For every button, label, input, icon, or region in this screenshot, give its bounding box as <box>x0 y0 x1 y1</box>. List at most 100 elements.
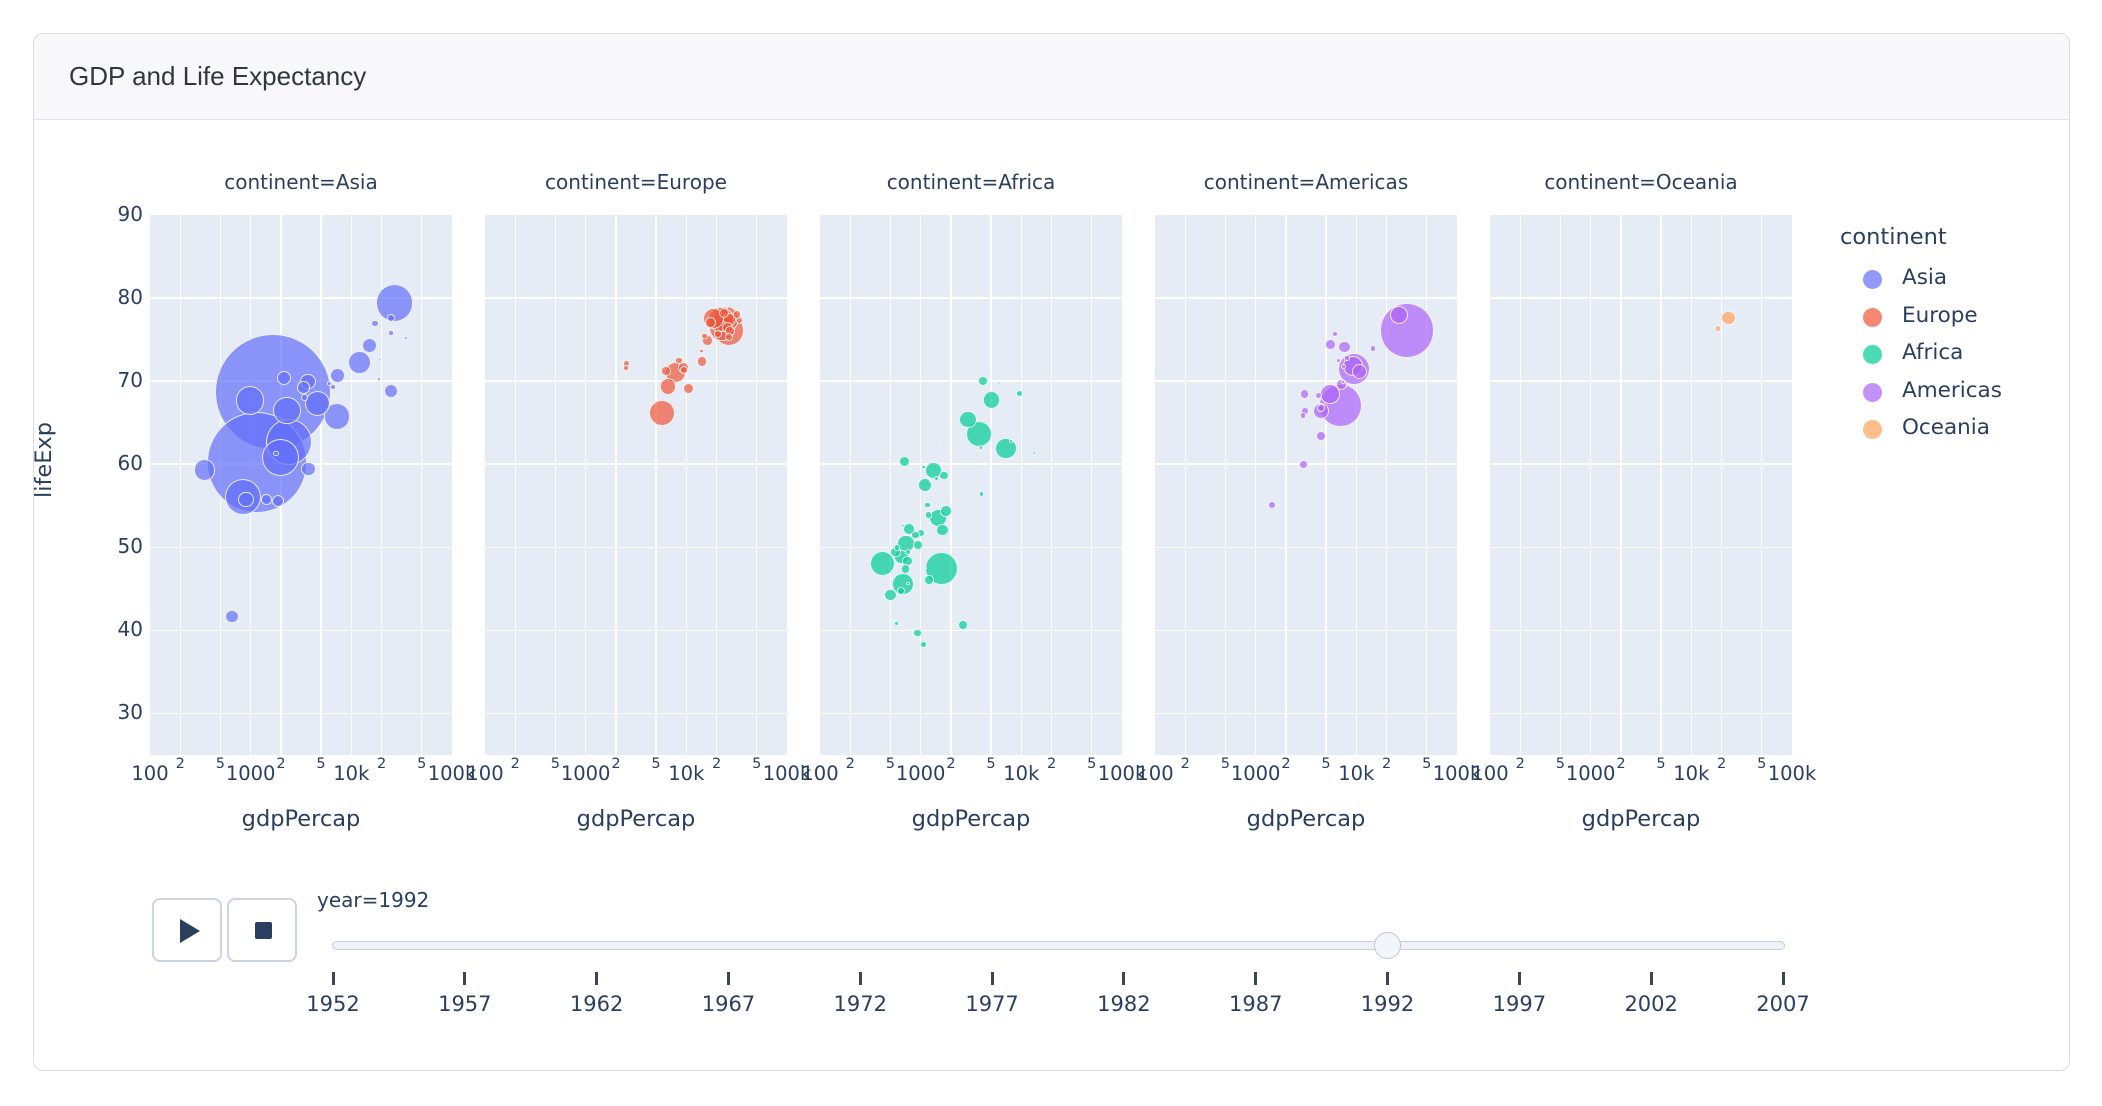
bubble-sao-tome-and-principe[interactable] <box>938 440 941 443</box>
bubble-panama[interactable] <box>1335 358 1341 364</box>
bubble-yemen-rep[interactable] <box>272 494 285 507</box>
bubble-egypt[interactable] <box>965 420 993 447</box>
bubble-cote-d-ivoire[interactable] <box>936 524 949 537</box>
bubble-montenegro[interactable] <box>669 334 673 338</box>
bubble-cameroon[interactable] <box>940 504 953 517</box>
bubble-congo-rep[interactable] <box>978 491 985 497</box>
bubble-syria[interactable] <box>297 381 310 394</box>
bubble-venezuela[interactable] <box>1351 363 1368 380</box>
bubble-guatemala[interactable] <box>1315 431 1326 442</box>
bubble-botswana[interactable] <box>1009 439 1014 444</box>
bubble-australia[interactable] <box>1721 311 1736 326</box>
bubble-madagascar[interactable] <box>903 523 916 535</box>
bubble-kuwait[interactable] <box>403 336 409 341</box>
legend-item-oceania[interactable]: Oceania <box>1860 411 2060 447</box>
bubble-jamaica[interactable] <box>1340 363 1346 370</box>
bubble-libya[interactable] <box>1016 390 1024 398</box>
bubble-iceland[interactable] <box>725 307 728 310</box>
facet-panel-asia[interactable] <box>150 215 452 755</box>
bubble-saudi-arabia[interactable] <box>384 384 399 399</box>
bubble-kenya[interactable] <box>925 461 943 479</box>
bubble-slovak-republic[interactable] <box>680 365 688 374</box>
bubble-bangladesh[interactable] <box>224 479 262 516</box>
bubble-croatia[interactable] <box>675 356 683 364</box>
bubble-norway[interactable] <box>736 316 744 324</box>
bubble-sri-lanka[interactable] <box>277 370 292 386</box>
bubble-swaziland[interactable] <box>979 472 983 476</box>
bubble-gabon[interactable] <box>1032 451 1037 455</box>
bubble-haiti[interactable] <box>1267 500 1277 510</box>
bubble-liberia[interactable] <box>894 621 899 627</box>
legend-item-europe[interactable]: Europe <box>1860 299 2060 335</box>
bubble-ireland[interactable] <box>701 332 708 339</box>
bubble-dominican-republic[interactable] <box>1299 389 1309 399</box>
bubble-bulgaria[interactable] <box>661 366 672 377</box>
bubble-puerto-rico[interactable] <box>1369 345 1377 352</box>
bubble-central-african-republic[interactable] <box>904 549 912 556</box>
bubble-iran[interactable] <box>323 403 351 430</box>
play-button[interactable] <box>152 898 222 962</box>
legend-item-americas[interactable]: Americas <box>1860 374 2060 410</box>
bubble-mongolia[interactable] <box>273 451 279 457</box>
bubble-israel[interactable] <box>371 319 379 328</box>
bubble-greece[interactable] <box>705 317 717 329</box>
bubble-singapore[interactable] <box>387 329 395 337</box>
bubble-philippines[interactable] <box>272 396 301 425</box>
facet-panel-americas[interactable] <box>1155 215 1457 755</box>
bubble-burundi[interactable] <box>896 586 905 596</box>
bubble-morocco[interactable] <box>959 410 977 429</box>
bubble-mozambique[interactable] <box>884 588 897 601</box>
bubble-eritrea[interactable] <box>893 544 901 551</box>
bubble-bolivia[interactable] <box>1298 460 1308 470</box>
bubble-lebanon[interactable] <box>329 384 336 391</box>
bubble-romania[interactable] <box>660 378 677 395</box>
bubble-iraq[interactable] <box>301 461 316 476</box>
bubble-costa-rica[interactable] <box>1332 330 1339 337</box>
bubble-myanmar[interactable] <box>193 459 216 481</box>
facet-panel-oceania[interactable] <box>1490 215 1792 755</box>
bubble-tunisia[interactable] <box>978 376 988 387</box>
bubble-algeria[interactable] <box>982 391 1000 409</box>
bubble-lesotho[interactable] <box>921 464 926 470</box>
bubble-comoros[interactable] <box>929 480 932 483</box>
bubble-benin[interactable] <box>924 510 933 519</box>
bubble-zimbabwe[interactable] <box>899 455 911 467</box>
bubble-uruguay[interactable] <box>1344 355 1351 362</box>
bubble-korea-rep[interactable] <box>348 351 371 374</box>
bubble-chile[interactable] <box>1338 340 1351 354</box>
bubble-djibouti[interactable] <box>957 534 960 537</box>
bubble-vietnam[interactable] <box>235 386 265 415</box>
bubble-hungary[interactable] <box>683 382 695 394</box>
stop-button[interactable] <box>227 898 297 962</box>
bubble-mauritius[interactable] <box>997 381 1002 386</box>
bubble-mauritania[interactable] <box>933 475 939 481</box>
bubble-angola[interactable] <box>957 619 968 630</box>
facet-panel-europe[interactable] <box>485 215 787 755</box>
bubble-oman[interactable] <box>376 376 382 382</box>
legend-item-africa[interactable]: Africa <box>1860 336 2060 372</box>
bubble-afghanistan[interactable] <box>224 609 239 624</box>
bubble-sierra-leone[interactable] <box>920 640 928 648</box>
bubble-south-africa[interactable] <box>995 437 1017 460</box>
bubble-guinea-bissau[interactable] <box>906 581 910 586</box>
legend-item-asia[interactable]: Asia <box>1860 261 2060 297</box>
bubble-namibia[interactable] <box>979 445 984 450</box>
bubble-trinidad-and-tobago[interactable] <box>1341 380 1345 385</box>
bubble-cuba[interactable] <box>1325 338 1337 351</box>
bubble-burkina-faso[interactable] <box>912 540 923 551</box>
year-slider-handle[interactable] <box>1374 932 1402 959</box>
bubble-malaysia[interactable] <box>330 368 345 383</box>
bubble-hong-kong-china[interactable] <box>386 313 396 323</box>
bubble-togo[interactable] <box>924 501 931 509</box>
bubble-nicaragua[interactable] <box>1299 412 1307 420</box>
bubble-denmark[interactable] <box>724 333 733 341</box>
bubble-ecuador[interactable] <box>1335 378 1347 390</box>
bubble-somalia[interactable] <box>913 629 922 638</box>
bubble-sweden[interactable] <box>719 308 730 319</box>
bubble-canada[interactable] <box>1389 306 1408 325</box>
bubble-niger[interactable] <box>900 564 911 574</box>
bubble-guinea[interactable] <box>911 530 920 540</box>
bubble-finland[interactable] <box>714 329 722 338</box>
bubble-cambodia[interactable] <box>261 493 273 505</box>
bubble-jordan[interactable] <box>301 394 308 401</box>
